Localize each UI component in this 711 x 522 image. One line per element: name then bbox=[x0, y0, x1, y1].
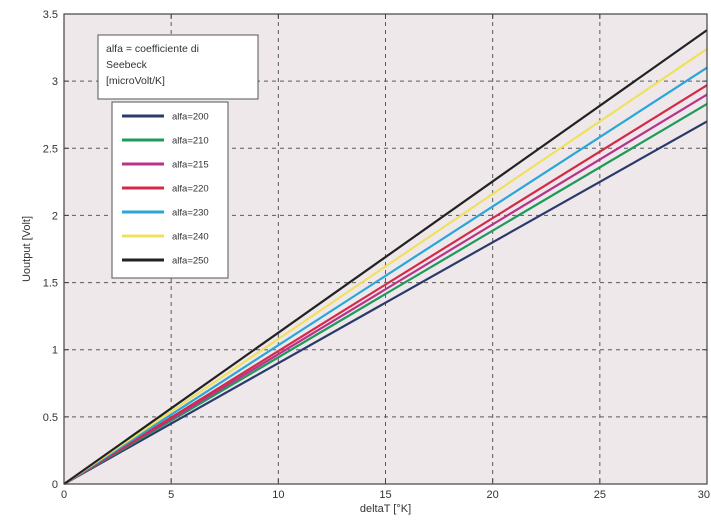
x-tick-label: 30 bbox=[698, 489, 710, 501]
legend-label: alfa=230 bbox=[172, 208, 209, 219]
annotation-frame bbox=[97, 34, 259, 100]
x-tick-label: 10 bbox=[272, 489, 284, 501]
legend-label: alfa=200 bbox=[172, 112, 209, 123]
series-line bbox=[63, 120, 708, 485]
series-line bbox=[63, 93, 708, 485]
legend: alfa=200 alfa=210 alfa=215 alfa=220 alfa=230… bbox=[111, 101, 229, 279]
x-tick-label: 15 bbox=[379, 489, 391, 501]
y-tick-label: 0.5 bbox=[43, 412, 58, 424]
series-line bbox=[63, 48, 708, 485]
y-tick-label: 1 bbox=[52, 345, 58, 357]
series-line bbox=[63, 84, 708, 485]
annotation-line-2: Seebeck bbox=[106, 59, 148, 71]
y-tick-label: 1.5 bbox=[43, 278, 58, 290]
legend-label: alfa=210 bbox=[172, 136, 209, 147]
x-tick-label: 5 bbox=[168, 489, 174, 501]
y-tick-label: 2 bbox=[52, 210, 58, 222]
x-tick-label: 25 bbox=[594, 489, 606, 501]
annotation-box: alfa = coefficiente di Seebeck [microVol… bbox=[97, 34, 259, 100]
y-tick-label: 0 bbox=[52, 479, 58, 491]
y-tick-label: 3.5 bbox=[43, 9, 58, 21]
series-line bbox=[63, 103, 708, 485]
legend-label: alfa=240 bbox=[172, 232, 209, 243]
tick-labels: 0 5 10 15 20 25 30 0 0.5 1 1.5 2 2.5 3 3.5 bbox=[43, 9, 710, 501]
axes bbox=[63, 13, 708, 485]
legend-label: alfa=250 bbox=[172, 256, 209, 267]
series-group bbox=[63, 29, 708, 485]
legend-label: alfa=220 bbox=[172, 184, 209, 195]
series-line bbox=[63, 29, 708, 485]
annotation-line-1: alfa = coefficiente di bbox=[106, 43, 199, 55]
legend-label: alfa=215 bbox=[172, 160, 209, 171]
series-line bbox=[63, 66, 708, 485]
x-tick-label: 20 bbox=[487, 489, 499, 501]
x-tick-label: 0 bbox=[61, 489, 67, 501]
y-axis-label: Uoutput [Volt] bbox=[21, 216, 33, 282]
y-tick-label: 3 bbox=[52, 76, 58, 88]
annotation-line-3: [microVolt/K] bbox=[106, 75, 165, 87]
x-axis-label: deltaT [°K] bbox=[360, 503, 411, 515]
legend-frame bbox=[111, 101, 229, 279]
y-tick-label: 2.5 bbox=[43, 143, 58, 155]
